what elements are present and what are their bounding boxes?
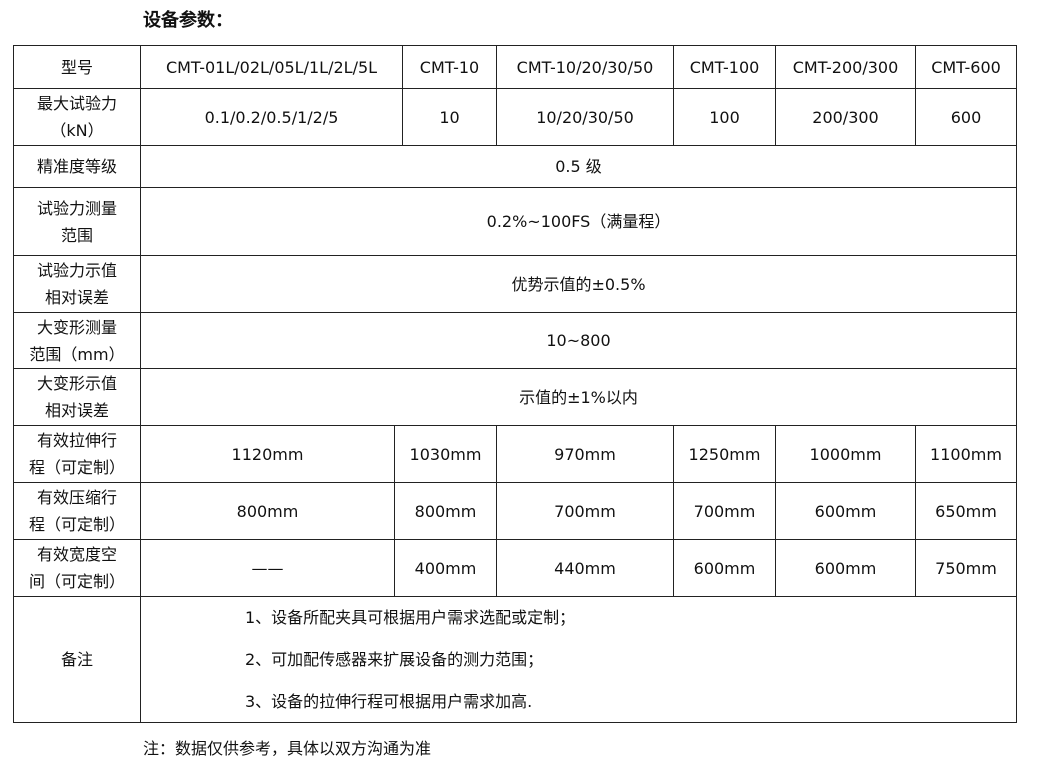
stroke-tension-value: 1000mm <box>775 425 916 483</box>
max-force-value: 10 <box>402 88 497 146</box>
header-value: CMT-10 <box>402 45 497 89</box>
width-space-value: 400mm <box>394 539 497 597</box>
stroke-compression-value: 800mm <box>140 482 395 540</box>
force-range-value: 0.2%~100FS（满量程） <box>140 187 1017 256</box>
stroke-tension-value: 1250mm <box>673 425 776 483</box>
deform-error-label: 大变形示值 相对误差 <box>13 368 141 426</box>
force-range-label: 试验力测量 范围 <box>13 187 141 256</box>
width-space-value: 600mm <box>673 539 776 597</box>
deform-error-value: 示值的±1%以内 <box>140 368 1017 426</box>
remarks-label: 备注 <box>13 596 141 723</box>
stroke-compression-value: 650mm <box>915 482 1017 540</box>
width-space-label: 有效宽度空 间（可定制） <box>13 539 141 597</box>
header-value: CMT-10/20/30/50 <box>496 45 674 89</box>
stroke-compression-value: 700mm <box>673 482 776 540</box>
max-force-value: 200/300 <box>775 88 916 146</box>
deform-range-value: 10~800 <box>140 312 1017 369</box>
max-force-label: 最大试验力 （kN） <box>13 88 141 146</box>
remarks-list: 1、设备所配夹具可根据用户需求选配或定制； 2、可加配传感器来扩展设备的测力范围；… <box>140 596 1017 723</box>
footnote: 注：数据仅供参考，具体以双方沟通为准 <box>143 739 432 758</box>
deform-range-label: 大变形测量 范围（mm） <box>13 312 141 369</box>
stroke-tension-label: 有效拉伸行 程（可定制） <box>13 425 141 483</box>
width-space-value: —— <box>140 539 395 597</box>
max-force-value: 0.1/0.2/0.5/1/2/5 <box>140 88 403 146</box>
accuracy-value: 0.5 级 <box>140 145 1017 188</box>
max-force-value: 10/20/30/50 <box>496 88 674 146</box>
force-error-label: 试验力示值 相对误差 <box>13 255 141 313</box>
accuracy-label: 精准度等级 <box>13 145 141 188</box>
max-force-value: 100 <box>673 88 776 146</box>
stroke-compression-label: 有效压缩行 程（可定制） <box>13 482 141 540</box>
width-space-value: 750mm <box>915 539 1017 597</box>
section-title: 设备参数： <box>143 10 233 31</box>
header-value: CMT-100 <box>673 45 776 89</box>
remark-item: 1、设备所配夹具可根据用户需求选配或定制； <box>245 607 576 627</box>
header-label: 型号 <box>13 45 141 89</box>
force-error-value: 优势示值的±0.5% <box>140 255 1017 313</box>
stroke-compression-value: 600mm <box>775 482 916 540</box>
stroke-compression-value: 800mm <box>394 482 497 540</box>
width-space-value: 600mm <box>775 539 916 597</box>
width-space-value: 440mm <box>496 539 674 597</box>
stroke-tension-value: 970mm <box>496 425 674 483</box>
remark-item: 3、设备的拉伸行程可根据用户需求加高. <box>245 691 533 711</box>
header-value: CMT-600 <box>915 45 1017 89</box>
remark-item: 2、可加配传感器来扩展设备的测力范围； <box>245 649 544 669</box>
header-value: CMT-01L/02L/05L/1L/2L/5L <box>140 45 403 89</box>
max-force-value: 600 <box>915 88 1017 146</box>
stroke-tension-value: 1120mm <box>140 425 395 483</box>
stroke-tension-value: 1100mm <box>915 425 1017 483</box>
stroke-tension-value: 1030mm <box>394 425 497 483</box>
stroke-compression-value: 700mm <box>496 482 674 540</box>
header-value: CMT-200/300 <box>775 45 916 89</box>
